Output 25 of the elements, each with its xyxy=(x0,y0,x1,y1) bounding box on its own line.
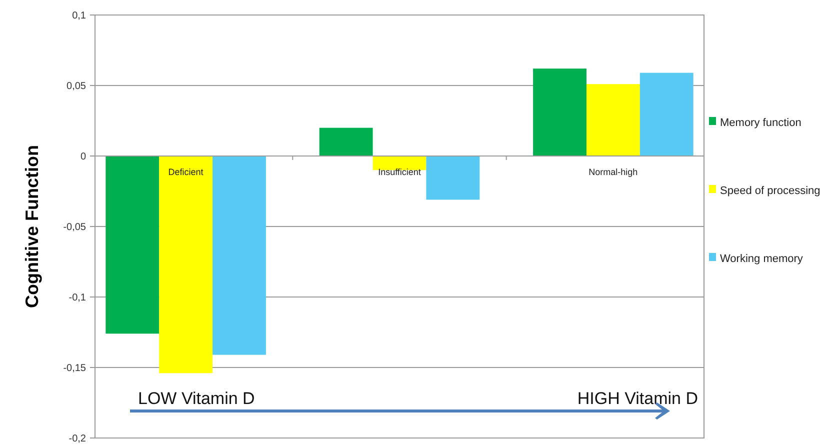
annotation: HIGH Vitamin D xyxy=(577,389,698,408)
x-tick-label: Normal-high xyxy=(588,167,638,177)
y-tick-label: -0,05 xyxy=(63,222,86,233)
y-tick-label: -0,1 xyxy=(68,292,86,304)
bar xyxy=(212,156,266,355)
y-tick-label: 0 xyxy=(80,152,86,162)
y-tick-label: 0,1 xyxy=(72,10,86,22)
x-tick-label: Insufficient xyxy=(378,167,422,177)
bar xyxy=(372,156,426,170)
bar xyxy=(533,68,586,156)
x-tick-label: Deficient xyxy=(168,167,204,177)
bar xyxy=(319,128,373,156)
bar xyxy=(586,84,640,156)
bar xyxy=(640,72,694,156)
y-tick-label: -0,15 xyxy=(63,363,86,374)
annotation: LOW Vitamin D xyxy=(138,389,255,408)
y-axis-title: Cognitive Function xyxy=(22,145,42,308)
legend-label: Speed of processing xyxy=(720,184,820,197)
bar xyxy=(159,156,213,374)
bar xyxy=(426,156,480,200)
legend-label: Working memory xyxy=(720,252,804,265)
legend-label: Memory function xyxy=(720,116,802,129)
y-tick-label: -0,2 xyxy=(68,434,86,444)
y-tick-label: 0,05 xyxy=(66,81,86,92)
bar xyxy=(106,156,160,334)
